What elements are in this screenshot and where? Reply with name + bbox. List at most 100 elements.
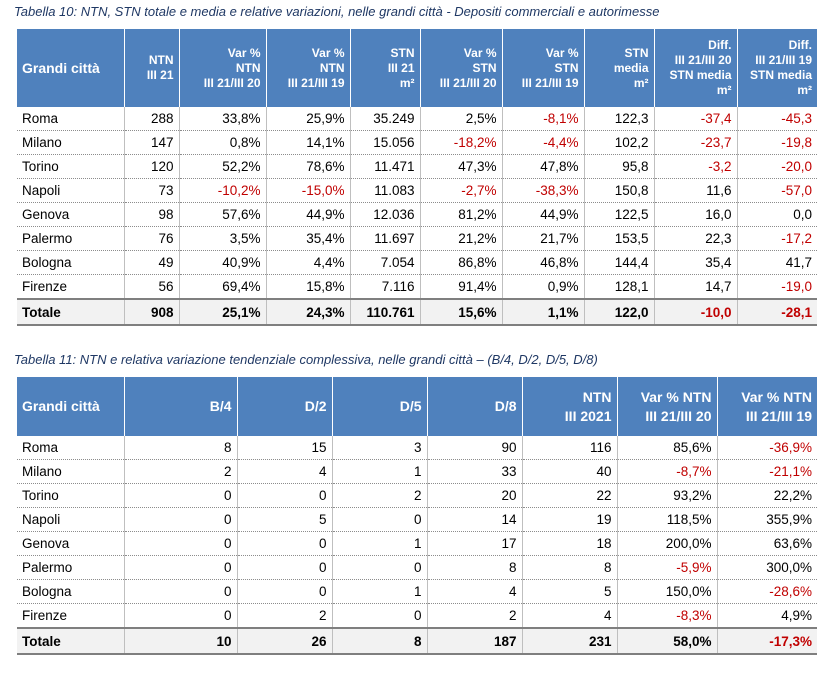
table-row: Torino 120 52,2% 78,6% 11.471 47,3% 47,8% 95,8-…: [17, 154, 817, 179]
value-cell: 40: [522, 459, 618, 484]
value-cell: -3,2: [654, 154, 738, 179]
table-10-body: Roma 288 33,8% 25,9% 35.249 2,5% -8,1% 122,3 -37…: [17, 107, 817, 326]
value-cell: -57,0: [737, 178, 817, 203]
table10-header-text: Var %: [463, 45, 497, 60]
value-cell: 2: [427, 603, 523, 629]
city-cell: Firenze: [17, 274, 125, 300]
table11-header-text: III 21/III 19: [745, 407, 812, 424]
value-cell: 10: [124, 627, 238, 655]
value-cell: 3,5%: [179, 226, 267, 251]
table10-header-text: m²: [797, 83, 812, 97]
value-cell: 288: [124, 107, 180, 131]
table10-header-cell: Var % STN III 21/III 19: [502, 29, 585, 107]
value-cell: -20,0: [737, 154, 817, 179]
value-cell: -5,9%: [617, 555, 718, 580]
value-cell: 355,9%: [717, 507, 817, 532]
table-row: Napoli 0 5 0 14 19 118,5% 355,9%: [17, 507, 817, 532]
value-cell: 0: [237, 531, 333, 556]
value-cell: 3: [332, 436, 428, 460]
value-cell: 12.036: [350, 202, 421, 227]
table-row: Bologna 49 40,9% 4,4% 7.054 86,8% 46,8% 144,4 35…: [17, 250, 817, 275]
value-cell: -36,9%: [717, 436, 817, 460]
value-cell: 35.249: [350, 107, 421, 131]
value-cell: 2: [124, 459, 238, 484]
value-cell: 0: [124, 531, 238, 556]
value-cell: -23,7: [654, 130, 738, 155]
value-cell: 90: [427, 436, 523, 460]
table10-header-cell: STN III 21 m²: [350, 29, 421, 107]
table-row: Bologna 0 0 1 4 5 150,0% -28,6%: [17, 579, 817, 604]
table11-header-cell: NTN III 2021: [522, 377, 618, 436]
value-cell: 21,7%: [502, 226, 585, 251]
value-cell: 0: [332, 507, 428, 532]
table10-header-cell: Var % NTN III 21/III 19: [266, 29, 351, 107]
city-cell: Milano: [17, 459, 125, 484]
table-row: Roma 288 33,8% 25,9% 35.249 2,5% -8,1% 122,3 -37…: [17, 107, 817, 131]
value-cell: 116: [522, 436, 618, 460]
value-cell: 0: [124, 483, 238, 508]
value-cell: 0,8%: [179, 130, 267, 155]
table10-header-text: III 21/III 20: [439, 75, 497, 90]
value-cell: 2: [332, 483, 428, 508]
table-row: Milano 2 4 1 33 40 -8,7% -21,1%: [17, 459, 817, 484]
table10-header-text: NTN: [235, 60, 261, 75]
table10-header-text: m²: [716, 83, 732, 97]
value-cell: 4: [427, 579, 523, 604]
value-cell: 85,6%: [617, 436, 718, 460]
value-cell: 81,2%: [420, 202, 503, 227]
value-cell: -8,3%: [617, 603, 718, 629]
table-11-body: Roma 8 15 3 90 116 85,6% -36,9% Milano 2 4 1 33 40 -8,…: [17, 436, 817, 655]
value-cell: 49: [124, 250, 180, 275]
table-11-header-row: Grandi città B/4 D/2 D/5 D/8 NTN III 2021 Var %…: [17, 377, 817, 436]
table10-header-text: Var %: [227, 45, 261, 60]
value-cell: 0,0: [737, 202, 817, 227]
value-cell: 1: [332, 579, 428, 604]
city-cell: Totale: [17, 298, 125, 326]
table11-header-text: III 21/III 20: [645, 407, 712, 424]
table10-header-text: III 21/III 19: [287, 75, 345, 90]
value-cell: 200,0%: [617, 531, 718, 556]
city-cell: Bologna: [17, 579, 125, 604]
table11-total-row: Totale 10 26 8 187 231 58,0% -17,3%: [17, 627, 817, 655]
table-10-caption: Tabella 10: NTN, STN totale e media e re…: [14, 4, 660, 19]
value-cell: 2,5%: [420, 107, 503, 131]
value-cell: 47,3%: [420, 154, 503, 179]
city-cell: Palermo: [17, 555, 125, 580]
value-cell: 4: [522, 603, 618, 629]
value-cell: 4,9%: [717, 603, 817, 629]
table10-header-text: III 21/III 19: [521, 75, 579, 90]
city-cell: Genova: [17, 202, 125, 227]
table-row: Napoli 73 -10,2% -15,0% 11.083 -2,7% -38,3% 150…: [17, 178, 817, 203]
value-cell: -10,0: [654, 298, 738, 326]
city-cell: Firenze: [17, 603, 125, 629]
value-cell: 33: [427, 459, 523, 484]
value-cell: 56: [124, 274, 180, 300]
value-cell: 35,4: [654, 250, 738, 275]
table10-header-text: NTN: [148, 53, 174, 67]
value-cell: 300,0%: [717, 555, 817, 580]
table10-header-text: NTN: [319, 60, 345, 75]
table-row: Palermo 0 0 0 8 8 -5,9% 300,0%: [17, 555, 817, 580]
value-cell: -21,1%: [717, 459, 817, 484]
table11-header-text: D/5: [399, 398, 422, 414]
value-cell: 47,8%: [502, 154, 585, 179]
table11-header-text: NTN: [582, 388, 612, 405]
table-11: Grandi città B/4 D/2 D/5 D/8 NTN III 2021 Var %…: [17, 377, 817, 655]
value-cell: 25,1%: [179, 298, 267, 326]
value-cell: 0: [124, 507, 238, 532]
value-cell: 25,9%: [266, 107, 351, 131]
table11-header-cell: D/5: [332, 377, 428, 436]
table11-header-cell: D/2: [237, 377, 333, 436]
value-cell: 69,4%: [179, 274, 267, 300]
value-cell: 4: [237, 459, 333, 484]
city-cell: Bologna: [17, 250, 125, 275]
value-cell: -17,2: [737, 226, 817, 251]
value-cell: 231: [522, 627, 618, 655]
table10-header-text: III 21/III 20: [674, 53, 732, 67]
value-cell: 122,0: [584, 298, 655, 326]
table10-header-text: Var %: [545, 45, 579, 60]
value-cell: 86,8%: [420, 250, 503, 275]
value-cell: -17,3%: [717, 627, 817, 655]
table10-header-text: Diff.: [788, 38, 812, 52]
value-cell: 7.054: [350, 250, 421, 275]
